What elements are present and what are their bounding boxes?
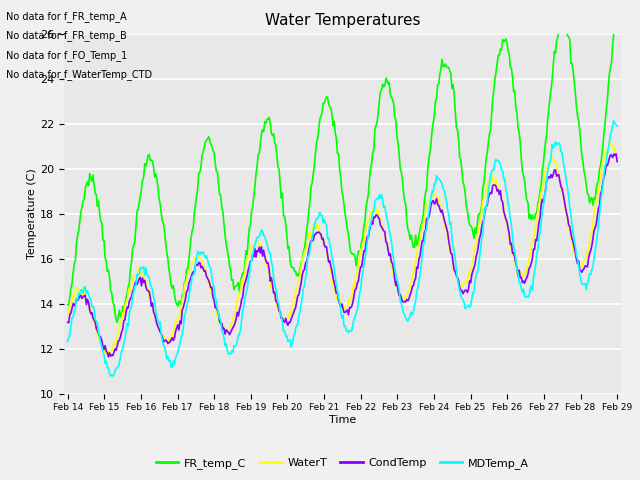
Y-axis label: Temperature (C): Temperature (C) <box>28 168 37 259</box>
Title: Water Temperatures: Water Temperatures <box>265 13 420 28</box>
Text: No data for f_FR_temp_B: No data for f_FR_temp_B <box>6 30 127 41</box>
X-axis label: Time: Time <box>329 415 356 425</box>
Text: No data for f_FO_Temp_1: No data for f_FO_Temp_1 <box>6 49 127 60</box>
Text: No data for f_FR_temp_A: No data for f_FR_temp_A <box>6 11 127 22</box>
Text: No data for f_WaterTemp_CTD: No data for f_WaterTemp_CTD <box>6 69 152 80</box>
Legend: FR_temp_C, WaterT, CondTemp, MDTemp_A: FR_temp_C, WaterT, CondTemp, MDTemp_A <box>152 453 533 473</box>
